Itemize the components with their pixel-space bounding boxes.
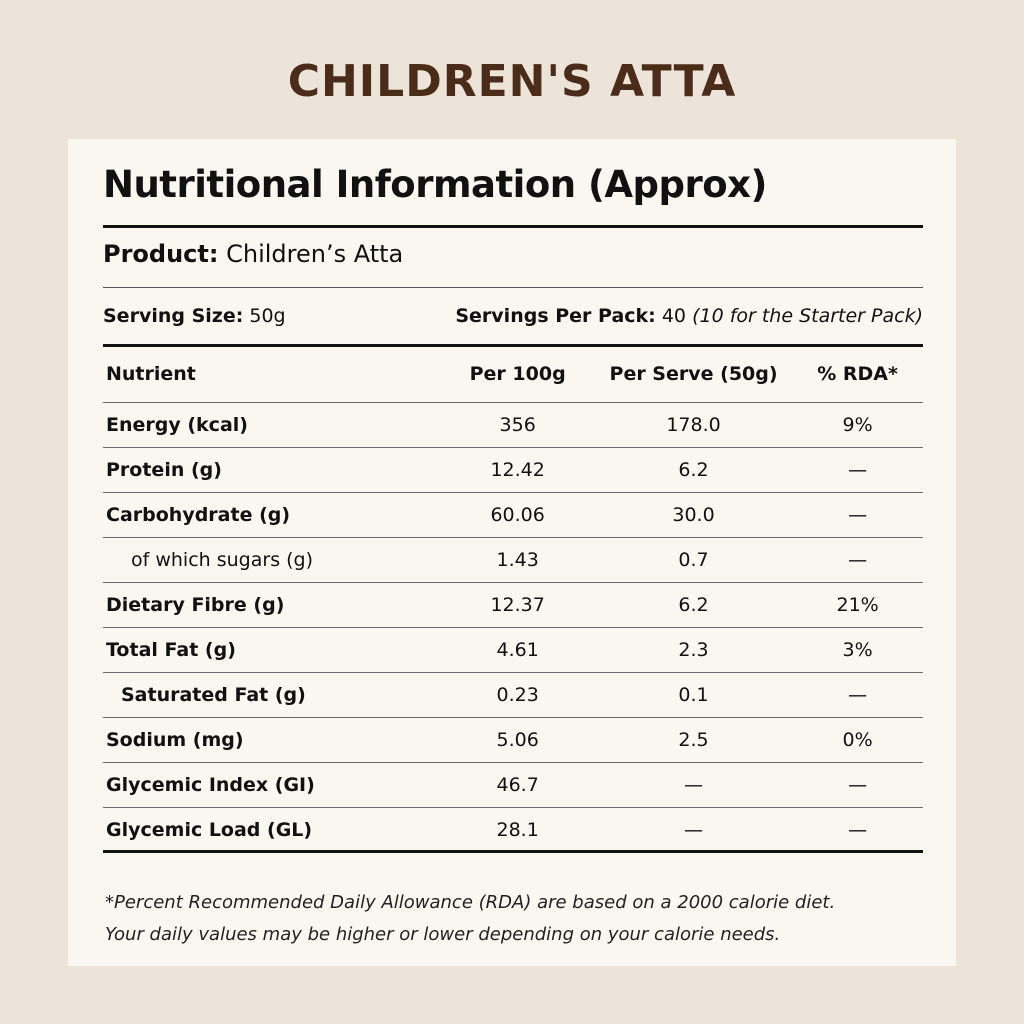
header-per-100g: Per 100g — [440, 345, 595, 403]
value-rda: — — [792, 447, 923, 493]
value-per-serve: 6.2 — [594, 447, 793, 493]
servings-per-pack-value: 40 — [661, 305, 687, 327]
table-row: Energy (kcal) 356 178.0 9% — [103, 402, 923, 448]
servings-per-pack-note: (10 for the Starter Pack) — [692, 305, 923, 327]
table-row: Sodium (mg) 5.06 2.5 0% — [103, 717, 923, 763]
nutrient-name: Saturated Fat (g) — [103, 672, 441, 718]
value-per-serve: 6.2 — [594, 582, 793, 628]
nutrient-name: Sodium (mg) — [103, 717, 441, 763]
table-bottom-rule — [103, 850, 923, 853]
nutrient-name: Glycemic Index (GI) — [103, 762, 441, 808]
header-nutrient: Nutrient — [103, 345, 441, 403]
value-per-serve: 2.5 — [594, 717, 793, 763]
value-per-100g: 1.43 — [440, 537, 595, 583]
value-per-serve: — — [684, 819, 704, 841]
table-body: Energy (kcal) 356 178.0 9% Protein (g) 12.42 6… — [103, 402, 923, 853]
value-per-100g: 356 — [440, 402, 595, 448]
value-rda: — — [848, 819, 868, 841]
title-rule — [103, 225, 923, 228]
value-per-serve: 178.0 — [594, 402, 793, 448]
nutrient-name: Carbohydrate (g) — [103, 492, 441, 538]
value-per-100g: 60.06 — [440, 492, 595, 538]
serving-size: Serving Size: 50g — [103, 305, 286, 327]
value-rda: 21% — [792, 582, 923, 628]
nutrient-name: of which sugars (g) — [103, 537, 441, 583]
value-per-serve: 30.0 — [594, 492, 793, 538]
value-per-100g: 46.7 — [440, 762, 595, 808]
table-row: Carbohydrate (g) 60.06 30.0— — [103, 492, 923, 538]
nutrition-card: Nutritional Information (Approx) Product… — [68, 139, 956, 966]
nutrient-name: Glycemic Load (GL) — [106, 819, 313, 841]
value-rda: — — [792, 492, 923, 538]
serving-size-value: 50g — [249, 305, 286, 327]
value-per-serve: 0.7 — [594, 537, 793, 583]
value-per-100g: 28.1 — [496, 819, 539, 841]
nutrient-name: Dietary Fibre (g) — [103, 582, 441, 628]
serving-size-label: Serving Size: — [103, 305, 244, 327]
product-value: Children’s Atta — [226, 240, 404, 268]
value-rda: 3% — [792, 627, 923, 673]
value-per-100g: 5.06 — [440, 717, 595, 763]
value-rda: 0% — [792, 717, 923, 763]
table-row: Glycemic Index (GI) 46.7— — — [103, 762, 923, 808]
value-per-serve: 0.1 — [594, 672, 793, 718]
table-row: Dietary Fibre (g) 12.37 6.2 21% — [103, 582, 923, 628]
nutrition-table: Nutrient Per 100g Per Serve (50g) % RDA*… — [103, 345, 923, 852]
footnote: *Percent Recommended Daily Allowance (RD… — [105, 887, 925, 951]
value-per-100g: 4.61 — [440, 627, 595, 673]
value-per-100g: 12.37 — [440, 582, 595, 628]
header-rda: % RDA* — [792, 345, 923, 403]
table-row: Protein (g) 12.42 6.2— — [103, 447, 923, 493]
table-row: Glycemic Load (GL) 28.1 — — — [103, 808, 923, 853]
value-per-serve: — — [594, 762, 793, 808]
nutrient-name: Energy (kcal) — [103, 402, 441, 448]
value-per-serve: 2.3 — [594, 627, 793, 673]
value-rda: — — [792, 762, 923, 808]
product-line: Product: Children’s Atta — [103, 240, 403, 268]
servings-per-pack-label: Servings Per Pack: — [455, 305, 656, 327]
nutrient-name: Total Fat (g) — [103, 627, 441, 673]
value-per-100g: 12.42 — [440, 447, 595, 493]
nutrient-name: Protein (g) — [103, 447, 441, 493]
table-row: of which sugars (g) 1.43 0.7— — [103, 537, 923, 583]
table-header-row: Nutrient Per 100g Per Serve (50g) % RDA* — [103, 345, 923, 403]
serving-line: Serving Size: 50g Servings Per Pack: 40 … — [103, 305, 923, 327]
servings-per-pack: Servings Per Pack: 40 (10 for the Starte… — [455, 305, 923, 327]
header-per-serve: Per Serve (50g) — [594, 345, 793, 403]
product-rule — [103, 287, 923, 288]
value-per-100g: 0.23 — [440, 672, 595, 718]
footnote-line-1: *Percent Recommended Daily Allowance (RD… — [105, 892, 836, 913]
table-row: Saturated Fat (g) 0.23 0.1— — [103, 672, 923, 718]
value-rda: — — [792, 537, 923, 583]
value-rda: — — [792, 672, 923, 718]
table-row: Total Fat (g) 4.61 2.3 3% — [103, 627, 923, 673]
value-rda: 9% — [792, 402, 923, 448]
product-label: Product: — [103, 240, 219, 268]
brand-title: CHILDREN'S ATTA — [287, 56, 737, 107]
panel-title: Nutritional Information (Approx) — [103, 163, 767, 206]
footnote-line-2: Your daily values may be higher or lower… — [105, 924, 781, 945]
